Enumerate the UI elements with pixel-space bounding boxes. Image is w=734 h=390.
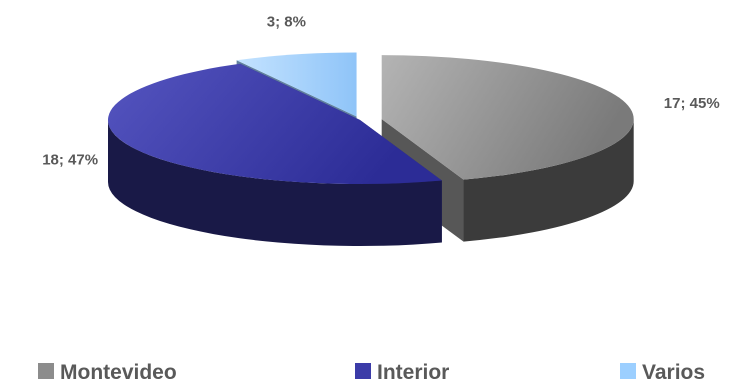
data-label-montevideo: 17; 45% — [664, 95, 720, 112]
legend-swatch — [620, 363, 636, 379]
legend-label: Montevideo — [60, 361, 177, 384]
legend-swatch — [355, 363, 371, 379]
pie-slice-interior — [108, 63, 442, 246]
legend-label: Varios — [642, 361, 705, 384]
legend: Montevideo Interior Varios — [38, 361, 705, 384]
data-label-varios: 3; 8% — [267, 14, 306, 31]
legend-item-varios: Varios — [620, 361, 705, 384]
data-label-interior: 18; 47% — [42, 151, 98, 168]
legend-swatch — [38, 363, 54, 379]
pie-slice-top — [236, 52, 357, 117]
pie-slice-side — [463, 119, 634, 242]
pie-slice-top — [381, 55, 634, 180]
legend-label: Interior — [377, 361, 449, 384]
pie-slice-top — [108, 63, 442, 184]
pie-slice-side — [108, 120, 442, 246]
legend-item-montevideo: Montevideo — [38, 361, 177, 384]
legend-item-interior: Interior — [355, 361, 449, 384]
